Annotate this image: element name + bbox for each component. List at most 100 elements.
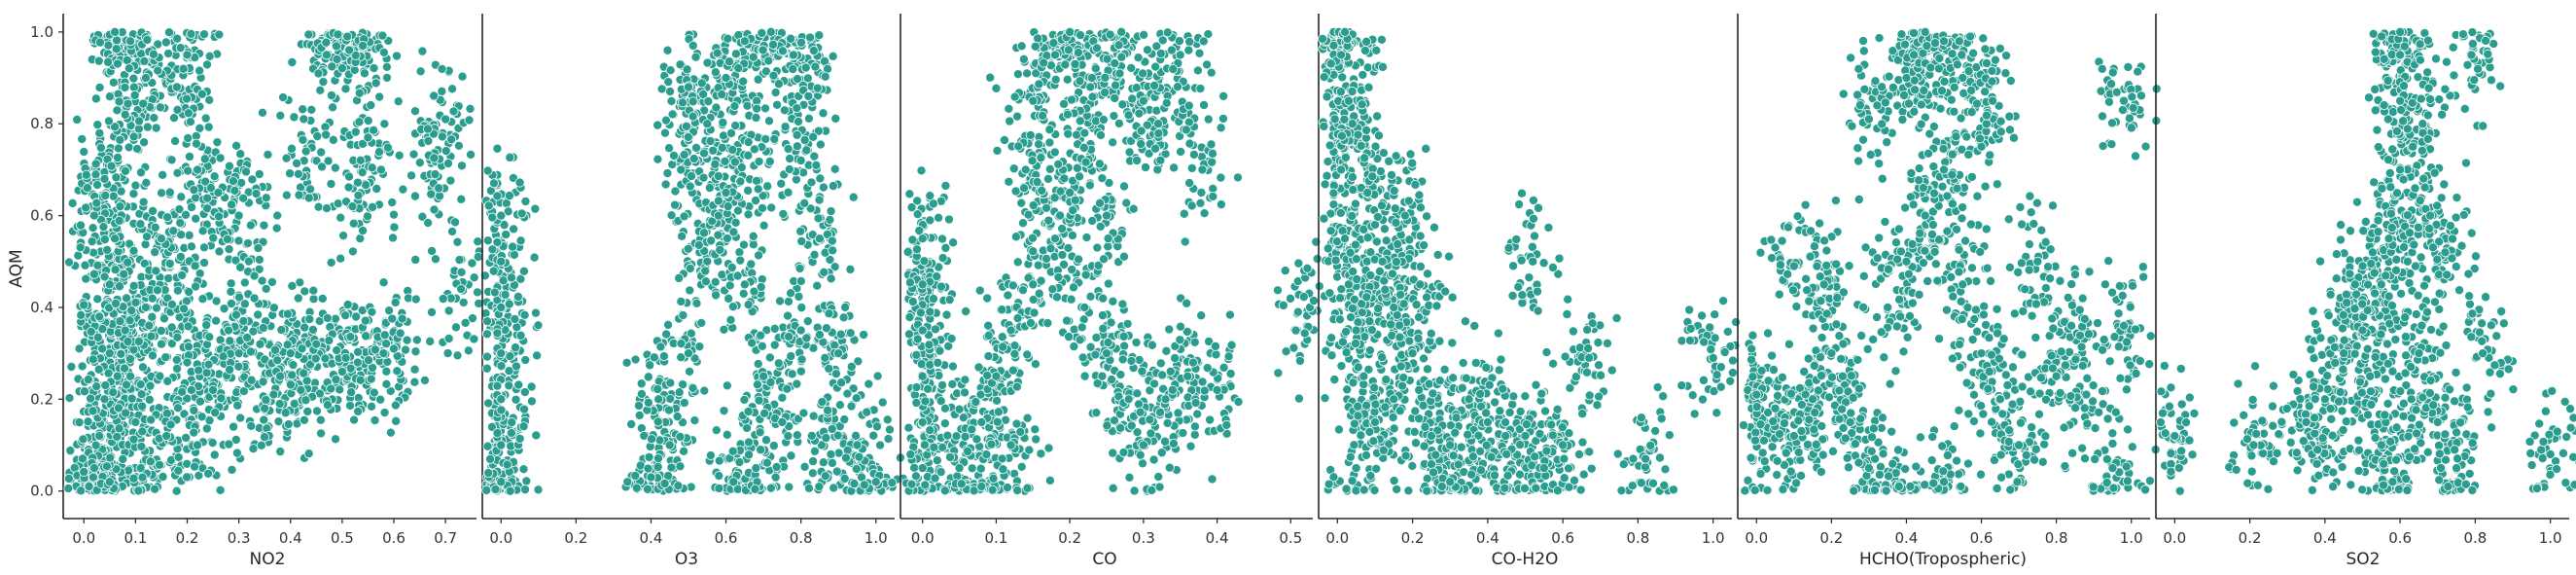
scatter-point [631,483,642,493]
scatter-point [231,140,242,151]
scatter-point [501,230,512,240]
scatter-point [184,230,194,240]
scatter-point [756,281,766,292]
scatter-point [473,252,483,263]
scatter-point [82,183,92,194]
scatter-point [450,322,461,333]
data-point [826,449,836,459]
scatter-point [814,482,825,492]
scatter-point [303,193,314,203]
scatter-point [481,363,492,374]
scatter-point [1034,288,1044,299]
scatter-point [768,441,779,451]
scatter-point [828,245,838,256]
scatter-point [406,170,417,181]
scatter-point [224,439,234,449]
scatter-point [498,275,509,286]
scatter-point [453,140,464,151]
scatter-point [783,310,794,321]
scatter-point [201,320,212,331]
scatter-point [253,309,264,320]
scatter-point [911,244,922,255]
scatter-point [759,220,769,231]
scatter-point [326,383,336,394]
data-point [311,339,322,349]
scatter-point [156,325,166,336]
scatter-point [303,449,314,459]
scatter-point [940,180,951,191]
scatter-point [636,388,647,399]
scatter-point [830,369,841,379]
data-point [213,188,224,198]
scatter-point [809,151,820,162]
scatter-point [688,382,698,393]
scatter-point [114,215,124,226]
scatter-point [63,473,74,484]
scatter-point [728,227,739,237]
scatter-point [758,45,768,55]
scatter-point [1091,333,1102,343]
scatter-point [768,39,779,50]
scatter-point [326,257,336,268]
scatter-point [67,198,78,208]
scatter-point [112,371,123,381]
scatter-point [809,249,820,260]
scatter-point [379,408,390,418]
scatter-point [730,49,741,59]
scatter-point [1012,69,1023,80]
scatter-point [198,29,209,40]
scatter-point [369,63,379,74]
x-tick-label: 0.2 [564,529,587,547]
scatter-point [644,451,654,462]
scatter-point [163,27,174,38]
scatter-point [179,304,190,314]
scatter-point [63,483,74,493]
scatter-point [783,296,794,306]
scatter-point [1038,110,1048,121]
scatter-point [991,83,1002,93]
scatter-point [487,244,498,255]
scatter-point [218,351,229,362]
scatter-point [245,346,256,357]
data-point [743,137,754,148]
scatter-point [363,116,373,126]
scatter-point [808,46,819,56]
scatter-point [504,380,514,391]
scatter-point [410,346,421,357]
data-point [496,256,507,267]
data-point [342,31,353,42]
data-point [676,164,687,175]
scatter-point [429,90,440,101]
scatter-point [208,233,219,243]
scatter-point [472,287,482,298]
scatter-point [316,147,327,158]
x-tick-label: 0.8 [790,529,813,547]
scatter-point [825,214,835,225]
data-point [336,367,347,377]
scatter-point [288,360,299,371]
scatter-point [800,62,811,73]
scatter-point [750,484,760,494]
scatter-point [102,244,113,255]
x-axis-title-so2: SO2 [2347,550,2381,569]
scatter-point [929,442,939,452]
scatter-point [137,401,148,412]
scatter-point [425,336,436,346]
scatter-point [392,366,403,377]
scatter-point [838,312,849,323]
scatter-point [238,315,249,326]
data-point [803,90,814,101]
data-point [684,82,694,92]
scatter-point [669,150,680,161]
scatter-point [820,71,830,82]
scatter-point [81,202,91,213]
scatter-point [518,266,529,276]
scatter-point [186,28,196,39]
scatter-point [144,320,155,331]
scatter-point [120,363,130,374]
scatter-point [322,203,333,214]
scatter-point [139,137,150,148]
scatter-point [496,361,507,372]
x-tick-label: 0.0 [489,529,512,547]
